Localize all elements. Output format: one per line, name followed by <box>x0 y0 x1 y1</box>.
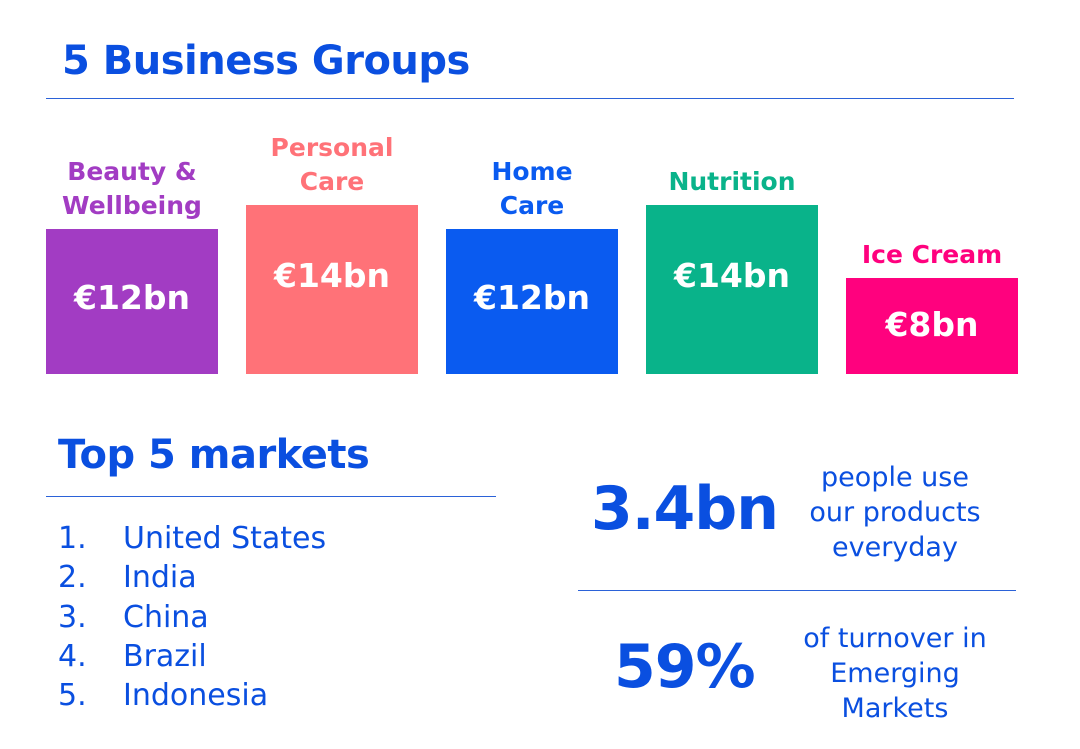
market-rank: 5. <box>58 678 87 713</box>
stat-people-description: people use our products everyday <box>790 460 1000 565</box>
stats-divider <box>578 590 1016 591</box>
stat-turnover-value: 59% <box>614 632 756 702</box>
bar-value-label: €14bn <box>274 256 390 295</box>
category-label-line: Nutrition <box>668 167 796 196</box>
stat-line: Markets <box>841 693 949 724</box>
category-label-line: Wellbeing <box>62 191 202 220</box>
bar-value-label: €12bn <box>474 278 590 317</box>
stat-line: everyday <box>832 532 958 563</box>
market-name: Indonesia <box>123 678 269 713</box>
page-title: 5 Business Groups <box>62 38 470 84</box>
market-name: Brazil <box>123 639 207 674</box>
markets-heading: Top 5 markets <box>58 432 370 478</box>
category-label-line: Ice Cream <box>861 240 1003 269</box>
category-label-nutrition: Nutrition <box>632 165 832 199</box>
stat-line: Emerging <box>830 658 960 689</box>
market-rank: 1. <box>58 521 87 556</box>
bar-value-label: €14bn <box>674 256 790 295</box>
bar-ice-cream: €8bn <box>846 278 1018 374</box>
bar-value-label: €12bn <box>74 278 190 317</box>
bar-nutrition: €14bn <box>646 205 818 374</box>
category-label-line: Home <box>491 157 573 186</box>
stat-turnover-description: of turnover in Emerging Markets <box>785 621 1005 726</box>
stat-line: people use <box>821 462 969 493</box>
stat-line: of turnover in <box>803 623 987 654</box>
category-label-ice-cream: Ice Cream <box>832 238 1032 272</box>
market-rank: 3. <box>58 600 87 635</box>
markets-divider <box>46 496 496 497</box>
bar-home-care: €12bn <box>446 229 618 374</box>
bar-value-label: €8bn <box>885 305 979 344</box>
stat-people-value: 3.4bn <box>591 474 779 544</box>
category-label-line: Beauty & <box>67 157 197 186</box>
category-label-home-care: Home Care <box>432 155 632 223</box>
market-name: India <box>123 560 197 595</box>
bar-personal-care: €14bn <box>246 205 418 374</box>
market-name: United States <box>123 521 327 556</box>
bar-beauty-wellbeing: €12bn <box>46 229 218 374</box>
category-label-line: Personal <box>270 133 394 162</box>
market-rank: 4. <box>58 639 87 674</box>
market-name: China <box>123 600 209 635</box>
business-groups-chart: €12bn Beauty & Wellbeing €14bn Personal Care €… <box>32 131 1032 374</box>
category-label-beauty-wellbeing: Beauty & Wellbeing <box>32 155 232 223</box>
category-label-line: Care <box>299 167 365 196</box>
title-divider <box>46 98 1014 99</box>
market-rank: 2. <box>58 560 87 595</box>
category-label-personal-care: Personal Care <box>232 131 432 199</box>
stat-line: our products <box>809 497 981 528</box>
category-label-line: Care <box>499 191 565 220</box>
